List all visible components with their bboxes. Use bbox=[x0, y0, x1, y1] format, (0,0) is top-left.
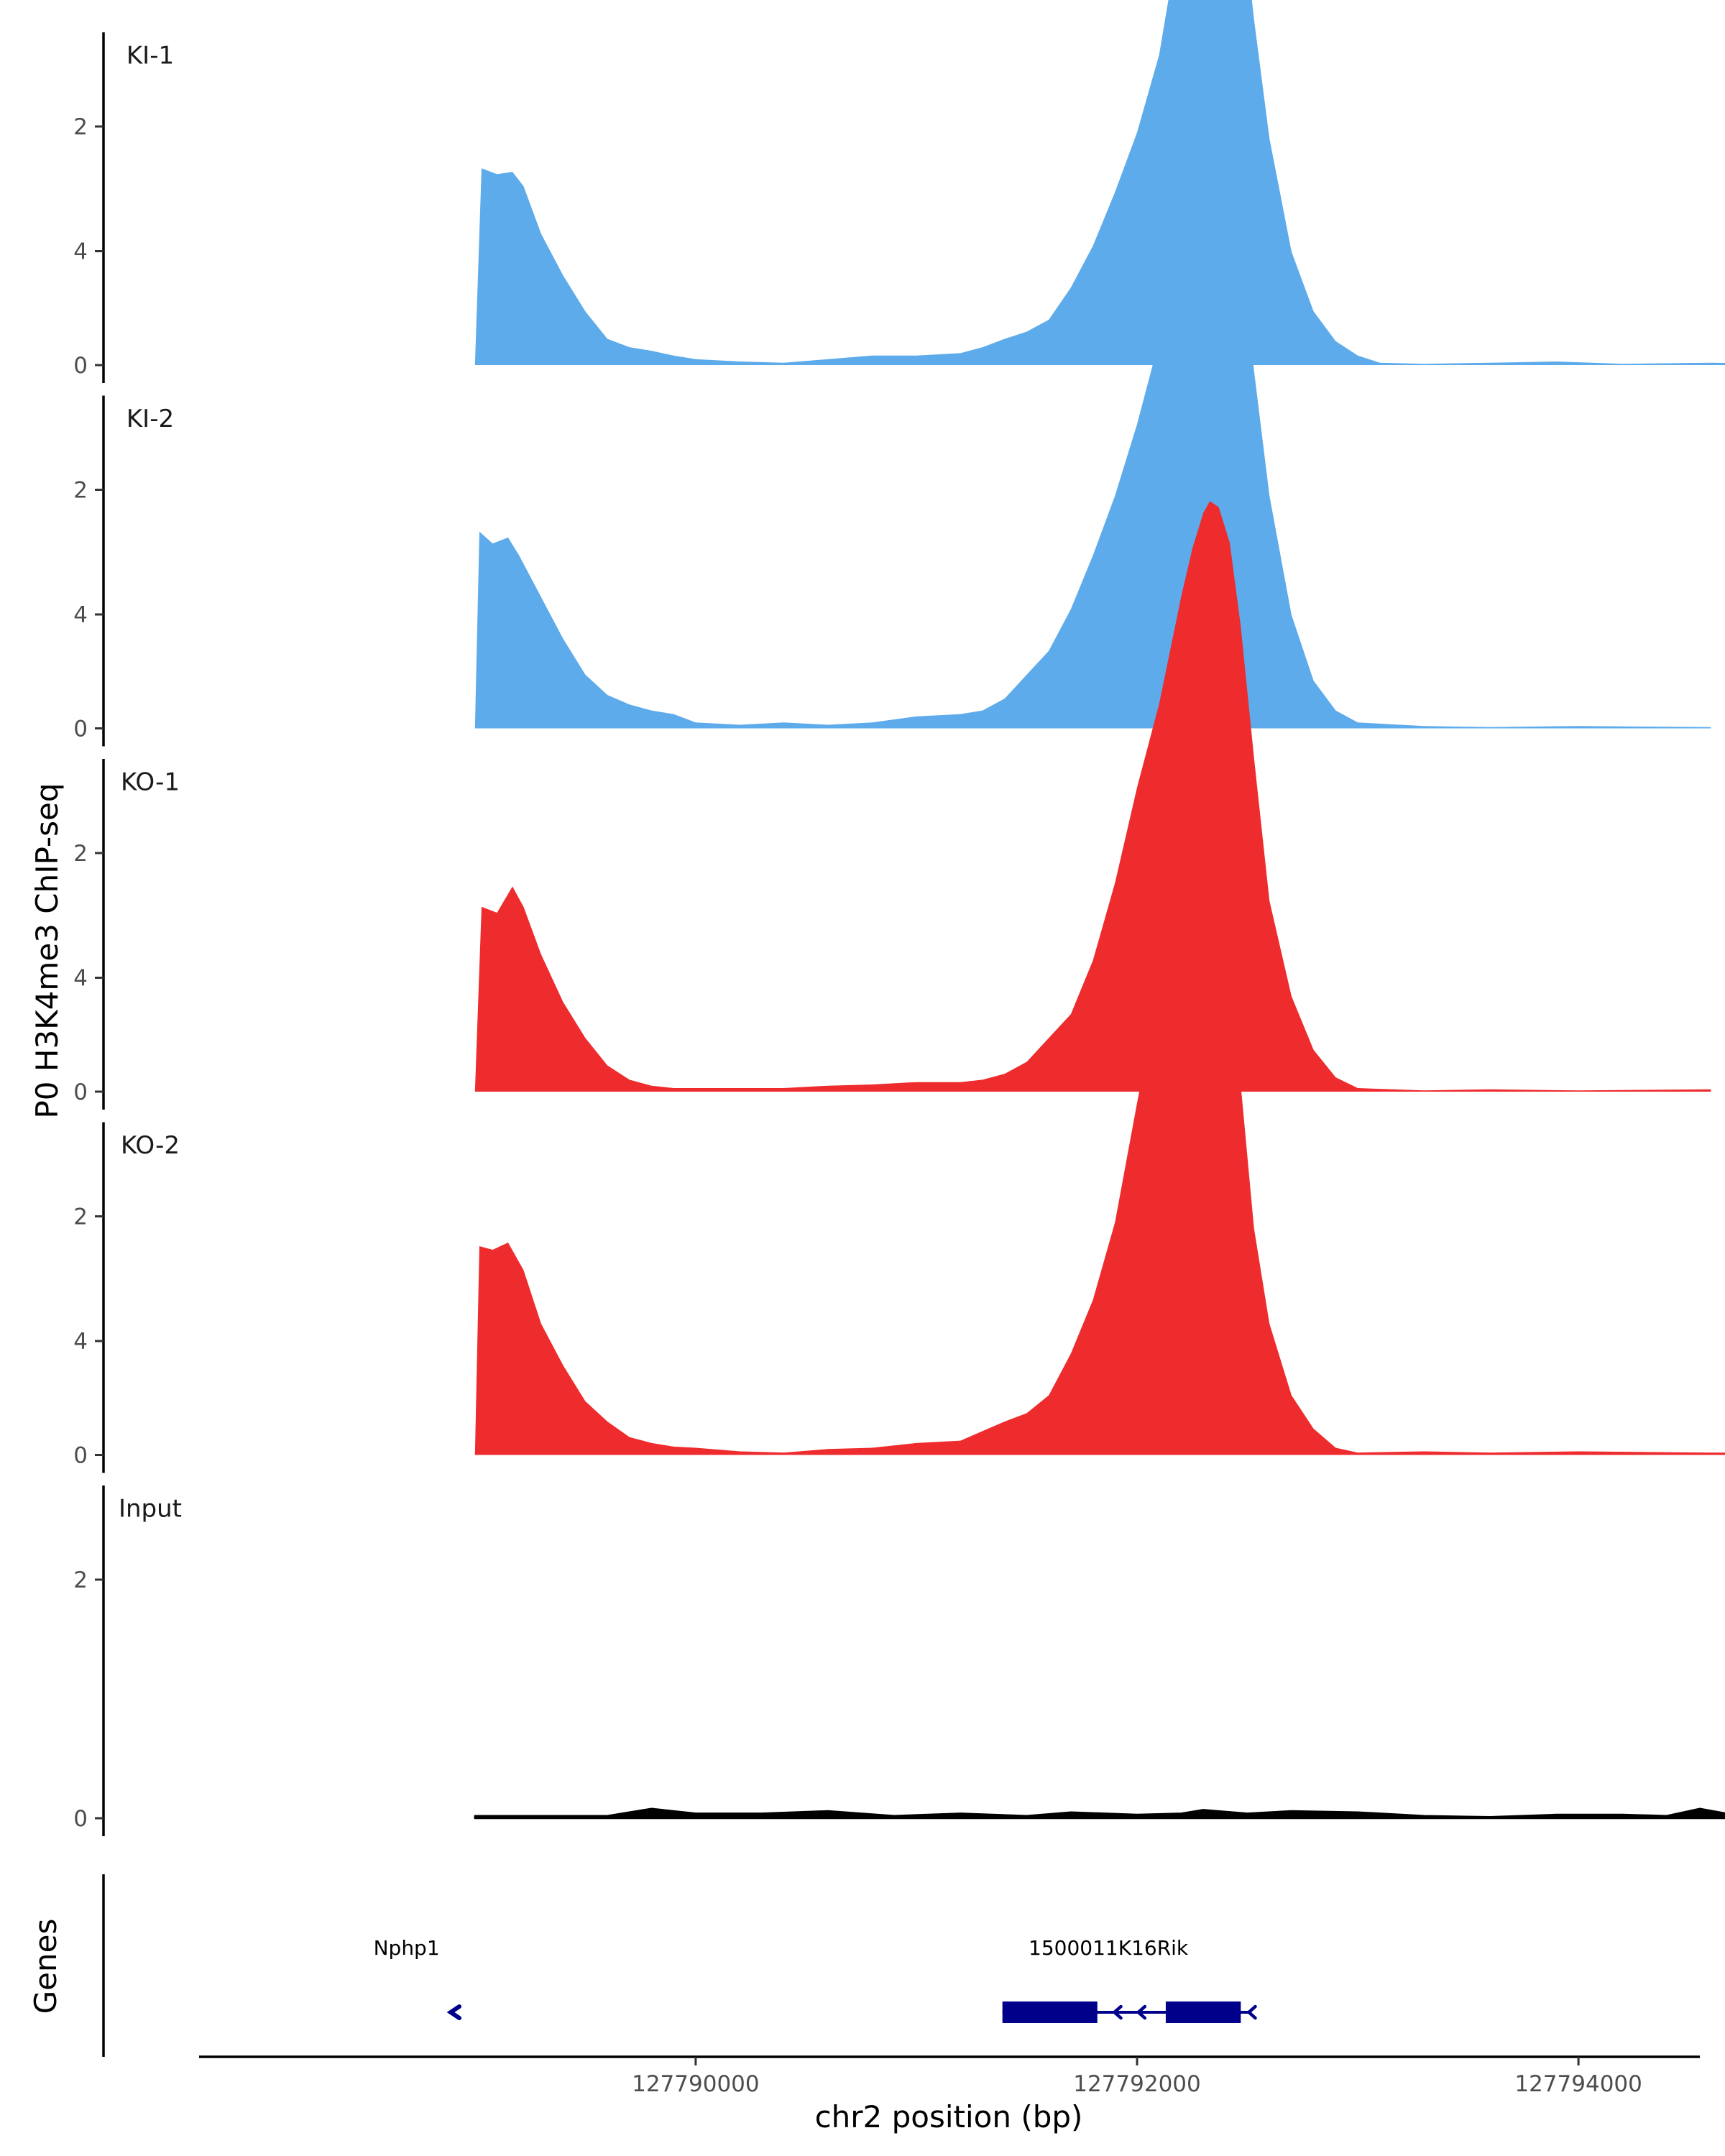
gene-label: Nphp1 bbox=[374, 1936, 440, 1960]
y-tick-label: 2 bbox=[73, 114, 88, 140]
gene-exon bbox=[1165, 2001, 1241, 2023]
track-ko-2: 0 2 4 KO-2 bbox=[73, 822, 1725, 1473]
strand-arrow bbox=[1112, 2004, 1123, 2020]
y-tick-label: 0 bbox=[73, 717, 88, 742]
x-tick-label: 127794000 bbox=[1514, 2071, 1642, 2097]
coverage-area-input bbox=[474, 1807, 1725, 1820]
track-ki-2: 0 2 4 KI-2 bbox=[73, 102, 1711, 747]
genes-axis-title: Genes bbox=[28, 1919, 63, 2014]
y-tick-label: 4 bbox=[73, 966, 88, 992]
y-tick-label: 4 bbox=[73, 1329, 88, 1355]
y-tick-label: 4 bbox=[73, 239, 88, 265]
track-ko-1: 0 2 4 KO-1 bbox=[73, 501, 1711, 1110]
x-axis: 127790000 127792000 127794000 chr2 positio… bbox=[199, 2055, 1700, 2134]
y-tick-label: 4 bbox=[73, 602, 88, 628]
track-label: KO-2 bbox=[121, 1131, 180, 1160]
track-label: Input bbox=[119, 1494, 182, 1523]
x-axis-title: chr2 position (bp) bbox=[815, 2099, 1083, 2134]
strand-arrow bbox=[446, 2004, 462, 2020]
coverage-area-ko-1 bbox=[474, 501, 1711, 1092]
track-ki-1: 0 2 4 KI-1 bbox=[73, 0, 1725, 383]
y-tick-label: 0 bbox=[73, 1806, 88, 1832]
coverage-area-ki-2 bbox=[474, 102, 1711, 729]
gene-exon bbox=[1002, 2001, 1098, 2023]
track-label: KO-1 bbox=[121, 768, 180, 796]
gene-1500011k16rik: 1500011K16Rik bbox=[1002, 1936, 1257, 2023]
y-axis-title: P0 H3K4me3 ChIP-seq bbox=[29, 783, 65, 1118]
track-label: KI-1 bbox=[126, 41, 174, 70]
strand-arrow bbox=[1136, 2004, 1147, 2020]
y-tick-label: 0 bbox=[73, 1443, 88, 1469]
track-input: 0 2 4 Input bbox=[73, 1329, 1725, 1836]
coverage-area-ki-1 bbox=[474, 0, 1725, 365]
y-tick-label: 2 bbox=[73, 478, 88, 504]
y-tick-label: 2 bbox=[73, 1204, 88, 1230]
gene-nphp1: Nphp1 bbox=[374, 1936, 462, 2020]
y-tick-label: 2 bbox=[73, 841, 88, 867]
track-label: KI-2 bbox=[126, 405, 174, 433]
y-tick-label: 2 bbox=[73, 1567, 88, 1593]
x-tick-label: 127790000 bbox=[632, 2071, 760, 2097]
strand-arrow bbox=[1246, 2004, 1257, 2020]
y-tick-label: 0 bbox=[73, 353, 88, 379]
coverage-area-ko-2 bbox=[474, 822, 1725, 1455]
genes-panel: Nphp1 1500011K16Rik Genes bbox=[28, 1874, 1257, 2057]
y-tick-label: 0 bbox=[73, 1079, 88, 1105]
x-axis-ticks: 127790000 127792000 127794000 bbox=[632, 2057, 1642, 2097]
gene-label: 1500011K16Rik bbox=[1029, 1936, 1189, 1960]
gene-models: Nphp1 1500011K16Rik bbox=[374, 1936, 1257, 2023]
x-tick-label: 127792000 bbox=[1073, 2071, 1201, 2097]
